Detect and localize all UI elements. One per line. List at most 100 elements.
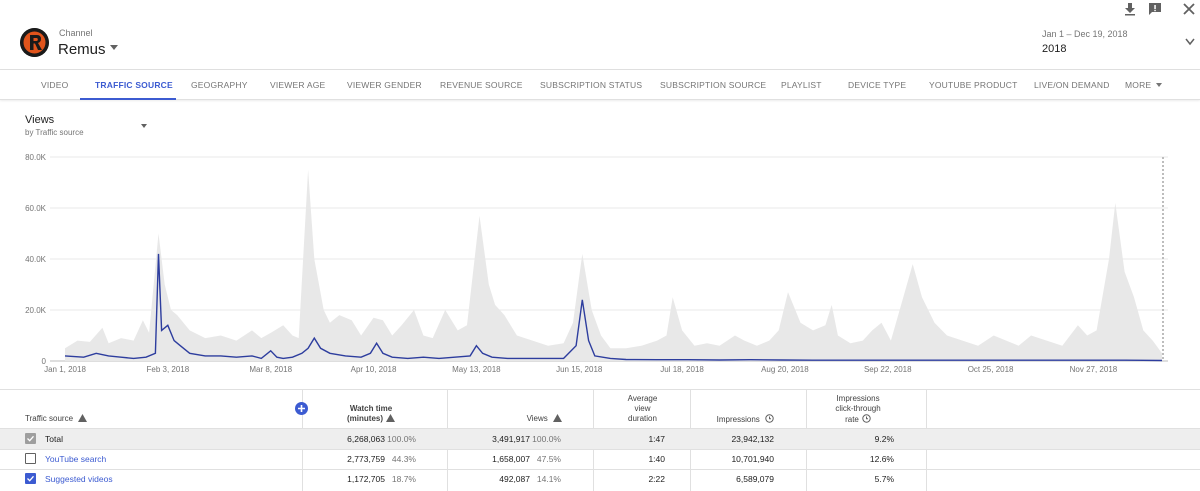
cell-views-pct: 14.1% [536,474,561,484]
date-range-label: Jan 1 – Dec 19, 2018 [1042,29,1128,39]
x-tick-label: Nov 27, 2018 [1070,365,1118,374]
header-watch-time-line2: (minutes) [340,414,402,424]
y-tick-label: 0 [42,357,47,366]
x-tick-label: Mar 8, 2018 [249,365,292,374]
warning-icon [386,414,395,422]
header-watch-time-line1: Watch time [349,404,393,413]
tab-viewer-gender[interactable]: VIEWER GENDER [347,80,422,90]
tab-youtube-product[interactable]: YOUTUBE PRODUCT [929,80,1018,90]
check-icon [27,435,34,442]
cell-ctr: 9.2% [874,434,894,444]
warning-icon [78,414,88,422]
report-tabs: VIDEO TRAFFIC SOURCE GEOGRAPHY VIEWER AG… [0,70,1200,100]
plus-icon [298,405,305,412]
x-tick-label: Oct 25, 2018 [968,365,1014,374]
feedback-icon[interactable] [1148,2,1162,16]
x-axis-labels: Jan 1, 2018 Feb 3, 2018 Mar 8, 2018 Apr 10,… [44,365,1118,374]
tab-device-type[interactable]: DEVICE TYPE [848,80,907,90]
cell-views-pct: 47.5% [536,454,561,464]
cell-ctr: 12.6% [869,454,894,464]
header-ctr-line1: Impressions [836,394,880,403]
x-tick-label: Sep 22, 2018 [864,365,912,374]
series-line-suggested-videos [64,253,1163,362]
traffic-source-table: Traffic source Watch time (minutes) View… [0,389,1200,491]
channel-dropdown-caret-icon[interactable] [110,45,118,50]
tab-subscription-status[interactable]: SUBSCRIPTION STATUS [540,80,643,90]
cell-avg-duration: 2:22 [648,474,665,484]
header-impressions-label: Impressions [716,415,760,424]
channel-header: Channel Remus Jan 1 – Dec 19, 2018 2018 [0,0,1200,70]
tab-playlist[interactable]: PLAYLIST [781,80,822,90]
y-tick-label: 80.0K [25,153,47,162]
y-tick-label: 60.0K [25,204,47,213]
table-row-suggested-videos[interactable]: Suggested videos 1,172,705 18.7% 492,087… [0,469,1200,489]
row-checkbox[interactable] [25,453,36,464]
cell-watch-pct: 18.7% [391,474,416,484]
header-ctr-line3-label: rate [845,415,859,424]
cell-source-link[interactable]: YouTube search [45,454,107,464]
channel-avatar[interactable] [20,28,49,57]
header-average-view-duration[interactable]: Average view duration [620,394,665,424]
x-tick-label: Jun 15, 2018 [556,365,603,374]
tab-revenue-source[interactable]: REVENUE SOURCE [440,80,523,90]
cell-watch-time: 6,268,063 [347,434,385,444]
x-tick-label: Feb 3, 2018 [146,365,189,374]
header-avg-line2: view [634,404,651,413]
check-icon [27,475,34,482]
header-traffic-source[interactable]: Traffic source [25,414,88,424]
cell-views: 492,087 [499,474,530,484]
tab-traffic-source[interactable]: TRAFFIC SOURCE [95,80,173,90]
cell-impressions: 6,589,079 [736,474,774,484]
channel-label: Channel [59,28,93,38]
y-axis-labels: 0 20.0K 40.0K 60.0K 80.0K [25,153,47,366]
chart-gridlines [50,156,1168,362]
channel-logo-icon [20,28,49,57]
cell-watch-time: 2,773,759 [347,454,385,464]
tab-live-on-demand[interactable]: LIVE/ON DEMAND [1034,80,1110,90]
header-impressions[interactable]: Impressions [700,414,774,425]
more-caret-icon [1156,83,1163,87]
info-clock-icon [765,414,774,423]
header-watch-time[interactable]: Watch time (minutes) [340,404,402,424]
header-traffic-source-label: Traffic source [25,414,74,423]
cell-watch-pct: 44.3% [391,454,416,464]
row-divider [0,428,1200,429]
cell-avg-duration: 1:40 [648,454,665,464]
row-divider [0,469,1200,470]
cell-ctr: 5.7% [874,474,894,484]
x-tick-label: Aug 20, 2018 [761,365,809,374]
cell-avg-duration: 1:47 [648,434,665,444]
row-checkbox[interactable] [25,473,36,484]
metric-title[interactable]: Views [25,114,55,126]
tab-viewer-age[interactable]: VIEWER AGE [270,80,326,90]
tab-subscription-source[interactable]: SUBSCRIPTION SOURCE [660,80,767,90]
download-icon[interactable] [1123,2,1137,16]
table-row-total[interactable]: Total 6,268,063 100.0% 3,491,917 100.0% … [0,429,1200,449]
tab-video[interactable]: VIDEO [41,80,69,90]
date-range-preset[interactable]: 2018 [1042,43,1067,55]
header-avg-line1: Average [627,394,658,403]
table-row-youtube-search[interactable]: YouTube search 2,773,759 44.3% 1,658,007… [0,449,1200,469]
header-avg-line3: duration [628,414,657,423]
date-dropdown-caret-icon[interactable] [1185,38,1195,46]
x-tick-label: Jan 1, 2018 [44,365,86,374]
cell-source-link[interactable]: Suggested videos [45,474,113,484]
row-checkbox[interactable] [25,433,36,444]
close-icon[interactable] [1182,2,1196,16]
metric-dropdown-caret-icon[interactable] [141,124,147,128]
tab-geography[interactable]: GEOGRAPHY [191,80,248,90]
x-tick-label: Apr 10, 2018 [351,365,397,374]
add-metric-button[interactable] [295,402,308,415]
header-views[interactable]: Views [500,414,562,424]
channel-name[interactable]: Remus [58,41,106,58]
header-ctr-line2: click-through [835,404,881,413]
cell-watch-time: 1,172,705 [347,474,385,484]
cell-views-pct: 100.0% [532,434,561,444]
header-impressions-ctr[interactable]: Impressions click-through rate [820,394,896,425]
tab-more[interactable]: MORE [1125,80,1163,90]
series-area-total [65,169,1162,361]
header-watch-time-line2-label: (minutes) [347,414,383,423]
warning-icon [553,414,562,422]
metric-subtitle: by Traffic source [25,128,84,137]
cell-views: 3,491,917 [492,434,530,444]
